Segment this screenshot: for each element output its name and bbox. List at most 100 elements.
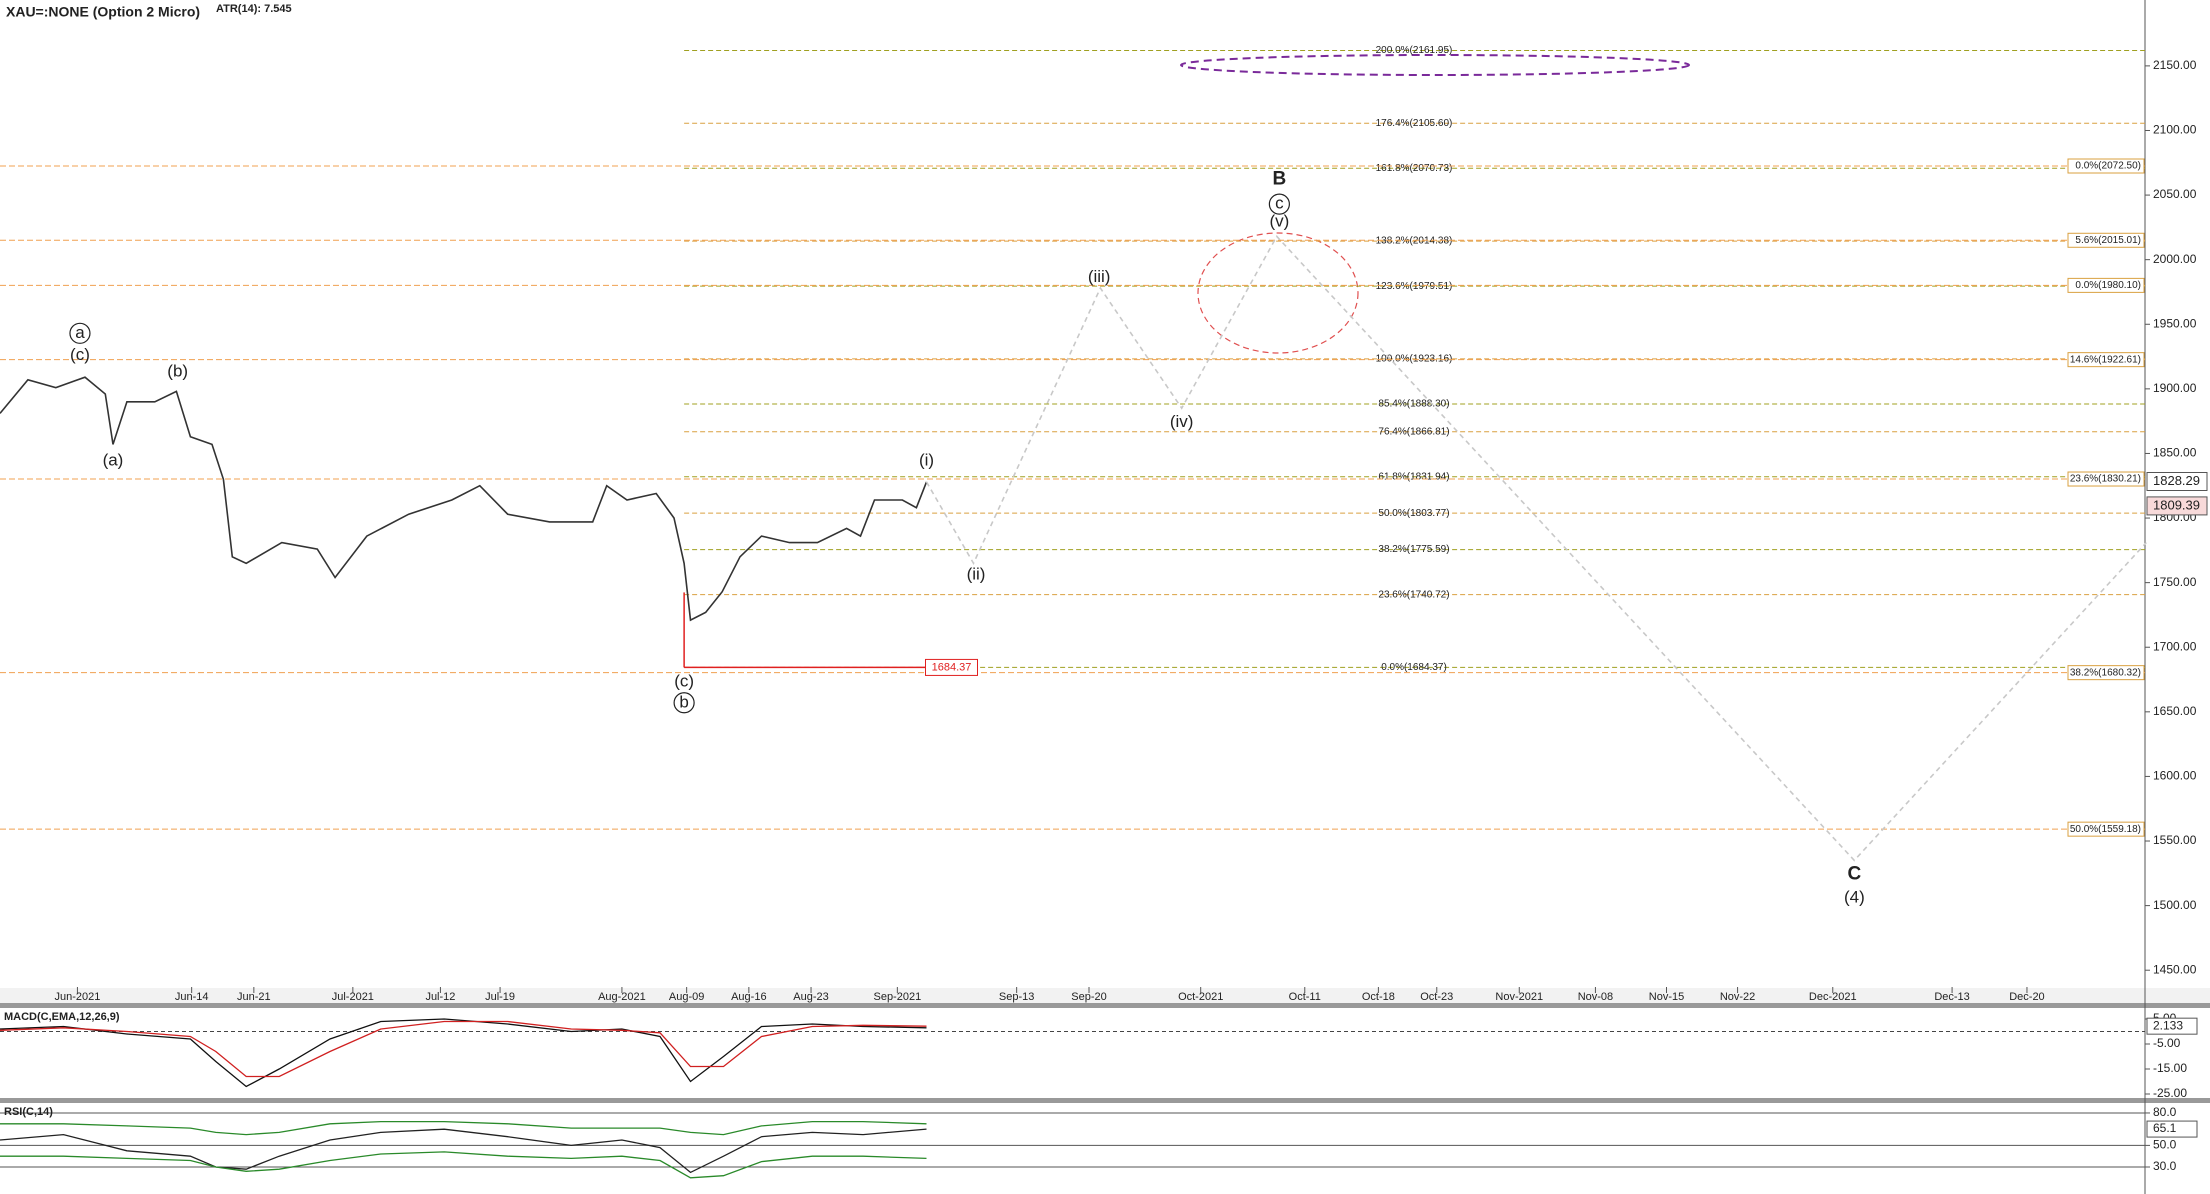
y-tick-label: 2100.00 xyxy=(2153,123,2197,137)
wave-label: B xyxy=(1273,169,1287,190)
wave-label: a xyxy=(75,323,85,342)
symbol: XAU=:NONE (Option 2 Micro) xyxy=(6,4,200,20)
y-tick-label: 1600.00 xyxy=(2153,769,2197,783)
series-line xyxy=(0,1128,927,1174)
fib-label: 161.8%(2070.73) xyxy=(1376,163,1453,174)
x-tick-label: Nov-2021 xyxy=(1495,991,1543,1003)
wave-label: c xyxy=(1275,194,1284,213)
x-tick-label: Jun-21 xyxy=(237,991,271,1003)
y-tick-label: 30.0 xyxy=(2153,1159,2177,1173)
x-tick-label: Aug-16 xyxy=(731,991,766,1003)
fib-label: 123.6%(1979.51) xyxy=(1376,281,1453,292)
y-tick-label: 1500.00 xyxy=(2153,898,2197,912)
support-label: 1684.37 xyxy=(932,661,972,673)
fib-label: 38.2%(1680.32) xyxy=(2070,667,2141,678)
wave-circle xyxy=(1268,193,1290,215)
y-tick-label: 1750.00 xyxy=(2153,575,2197,589)
x-tick-label: Oct-18 xyxy=(1362,991,1395,1003)
y-tick-label: 1950.00 xyxy=(2153,316,2197,330)
fib-label: 50.0%(1559.18) xyxy=(2070,824,2141,835)
x-tick-label: Dec-20 xyxy=(2009,991,2044,1003)
wave-circle xyxy=(69,322,91,344)
value-tag xyxy=(2146,1120,2198,1138)
x-tick-label: Jul-19 xyxy=(485,991,515,1003)
fib-label: 100.0%(1923.16) xyxy=(1376,354,1453,365)
value-tag-label: 2.133 xyxy=(2153,1018,2183,1032)
fib-label: 0.0%(1980.10) xyxy=(2075,280,2141,291)
fib-label: 14.6%(1922.61) xyxy=(2070,354,2141,365)
wave-label: b xyxy=(679,692,688,711)
panel-title: MACD(C,EMA,12,26,9) xyxy=(4,1011,120,1023)
series-line xyxy=(0,1120,927,1136)
fib-box xyxy=(2067,471,2145,487)
target-zone xyxy=(1197,232,1359,354)
fib-label: 176.4%(2105.60) xyxy=(1376,118,1453,129)
y-tick-label: 2050.00 xyxy=(2153,187,2197,201)
x-tick-label: Aug-09 xyxy=(669,991,704,1003)
x-tick-label: Dec-2021 xyxy=(1809,991,1857,1003)
x-tick-label: Oct-11 xyxy=(1289,991,1321,1003)
panel-title: RSI(C,14) xyxy=(4,1106,53,1118)
wave-label: (v) xyxy=(1269,212,1289,231)
price-tag-label: 1828.29 xyxy=(2153,473,2200,488)
wave-label: (c) xyxy=(70,345,90,364)
fib-label: 23.6%(1830.21) xyxy=(2070,474,2141,485)
series-line xyxy=(0,1151,927,1179)
fib-label: 138.2%(2014.38) xyxy=(1376,236,1453,247)
fib-label: 50.0%(1803.77) xyxy=(1378,508,1449,519)
y-tick-label: 1650.00 xyxy=(2153,704,2197,718)
x-tick-label: Nov-08 xyxy=(1578,991,1613,1003)
y-tick-label: 2000.00 xyxy=(2153,252,2197,266)
fib-label: 23.6%(1740.72) xyxy=(1378,589,1449,600)
wave-label: (4) xyxy=(1844,887,1865,906)
fib-label: 38.2%(1775.59) xyxy=(1378,544,1449,555)
y-tick-label: 50.0 xyxy=(2153,1138,2177,1152)
price-tag xyxy=(2146,471,2208,491)
wave-label: (ii) xyxy=(967,564,986,583)
panel-separator xyxy=(0,1098,2210,1103)
support-box xyxy=(925,658,978,676)
x-tick-label: Oct-23 xyxy=(1420,991,1453,1003)
wave-label: (i) xyxy=(919,451,934,470)
target-ellipse xyxy=(1180,54,1690,76)
fib-box xyxy=(2067,277,2145,293)
y-tick-label: 1450.00 xyxy=(2153,962,2197,976)
fib-label: 76.4%(1866.81) xyxy=(1378,426,1449,437)
x-tick-label: Aug-2021 xyxy=(598,991,646,1003)
fib-box xyxy=(2067,665,2145,681)
fib-label: 5.6%(2015.01) xyxy=(2075,235,2141,246)
value-tag xyxy=(2146,1017,2198,1035)
x-tick-label: Sep-13 xyxy=(999,991,1034,1003)
y-tick-label: -5.00 xyxy=(2153,1036,2181,1050)
wave-label: (c) xyxy=(674,672,694,691)
x-tick-label: Jul-2021 xyxy=(332,991,374,1003)
series-line xyxy=(0,376,928,622)
y-tick-label: 80.0 xyxy=(2153,1105,2177,1119)
fib-label: 85.4%(1888.30) xyxy=(1378,399,1449,410)
series-line xyxy=(0,1020,927,1078)
plot-layer: 1450.00 1500.00 1550.00 1600.00 1650.00 1700.… xyxy=(0,45,2208,1179)
y-tick-label: 1900.00 xyxy=(2153,381,2197,395)
value-tag-label: 65.1 xyxy=(2153,1121,2177,1135)
fib-label: 200.0%(2161.95) xyxy=(1376,45,1453,56)
y-tick-label: 2150.00 xyxy=(2153,58,2197,72)
price-tag-label: 1809.39 xyxy=(2153,497,2200,512)
x-tick-label: Jun-14 xyxy=(175,991,209,1003)
y-tick-label: 1850.00 xyxy=(2153,446,2197,460)
wave-label: (iv) xyxy=(1170,412,1194,431)
x-tick-label: Sep-2021 xyxy=(873,991,921,1003)
y-tick-label: 1700.00 xyxy=(2153,639,2197,653)
x-tick-label: Jul-12 xyxy=(425,991,455,1003)
wave-label: (iii) xyxy=(1088,267,1111,286)
x-tick-label: Oct-2021 xyxy=(1178,991,1223,1003)
wave-circle xyxy=(673,692,695,714)
x-tick-label: Nov-15 xyxy=(1649,991,1684,1003)
panel-separator xyxy=(0,1003,2210,1008)
fib-box xyxy=(2067,232,2145,248)
fib-box xyxy=(2067,352,2145,368)
x-tick-label: Nov-22 xyxy=(1720,991,1755,1003)
fib-label: 0.0%(2072.50) xyxy=(2075,161,2141,172)
fib-box xyxy=(2067,821,2145,837)
atr: ATR(14): 7.545 xyxy=(216,3,292,15)
fib-label: 0.0%(1684.37) xyxy=(1381,662,1447,673)
